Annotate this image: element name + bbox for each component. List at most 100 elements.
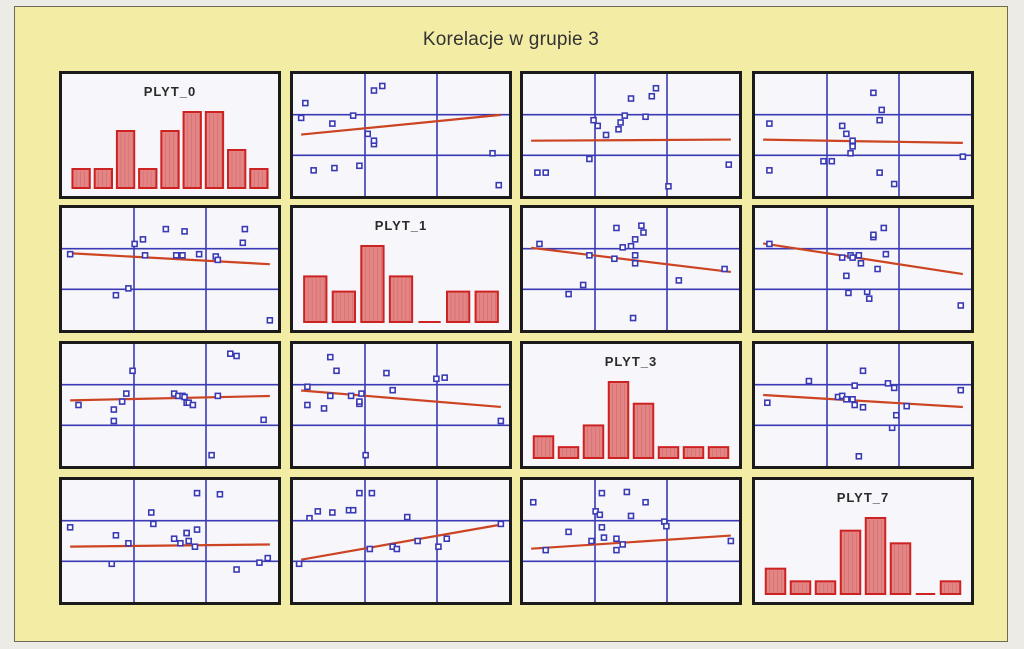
scatter-point [314,508,322,515]
histogram-bar [839,529,862,595]
scatter-panel-1-2 [520,205,742,333]
scatter-point [179,252,186,259]
scatter-point [331,164,338,172]
scatter-point [358,390,365,397]
histogram-panel-plyt-1: PLYT_1 [290,205,512,333]
panel-plot-area [62,480,278,602]
scatter-point [652,84,660,92]
panel-plot-area [293,480,509,602]
histogram-bar [889,542,912,595]
scatter-point [642,498,649,506]
scatter-point [838,122,846,130]
scatter-point [590,116,597,124]
scatter-point [295,560,303,568]
histogram-bar [474,290,499,323]
scatter-point [663,522,670,530]
regression-line [70,394,270,402]
regression-line [301,389,501,409]
scatter-point [320,405,328,412]
scatter-point [764,399,771,407]
scatter-point [150,520,157,528]
scatter-point [110,417,118,425]
scatter-point [859,403,867,411]
scatter-point [123,390,130,397]
scatter-point [181,393,188,401]
histogram-bar [204,111,225,189]
scatter-point [266,317,274,324]
scatter-point [495,181,503,189]
histogram-bar [249,168,269,189]
histogram-bar [707,446,730,460]
scatter-point [843,272,850,280]
scatter-point [356,489,363,497]
histogram-bar [138,168,158,189]
scatter-point [264,554,272,562]
scatter-point [642,113,649,121]
scatter-point [890,180,898,188]
scatter-point [370,137,378,144]
scatter-point [441,374,448,381]
scatter-point [435,543,442,550]
scatter-point [129,367,136,375]
scatter-point [326,392,334,400]
scatter-point [766,167,773,174]
scatter-point [125,539,132,547]
scatter-panel-2-3 [752,341,974,469]
scatter-point [892,411,900,419]
scatter-point [110,406,118,413]
scatter-panel-1-0 [59,205,281,333]
scatter-point [640,229,647,236]
regression-line [762,242,964,276]
scatter-point [497,520,505,528]
panel-plot-area [755,208,971,330]
panel-plot-area [532,381,730,460]
scatter-point [118,398,126,405]
scatter-point [629,314,637,322]
scatter-point [366,545,374,553]
regression-line [531,246,731,274]
scatter-point [631,252,639,259]
scatter-point [957,302,965,309]
scatter-point [586,155,593,163]
scatter-point [594,122,602,130]
scatter-point [857,259,865,267]
chart-title: Korelacje w grupie 3 [422,29,600,50]
scatter-point [598,524,606,531]
scatter-point [370,87,378,94]
histogram-bar [182,111,202,189]
scatter-point [820,157,827,165]
histogram-bar [682,446,705,460]
regression-line [531,534,731,550]
scatter-point [859,367,867,375]
scatter-point [108,560,116,568]
histogram-bar [607,381,630,459]
histogram-bar [71,168,91,189]
panel-plot-area [523,74,739,196]
histogram-bar [93,168,114,189]
histogram-panel-plyt-7: PLYT_7 [752,477,974,605]
scatter-point [191,543,199,550]
scatterplot-matrix-figure: Korelacje w grupie 3 PLYT_0 PLYT_1 PLYT_3 P… [14,6,1008,642]
scatter-point [542,546,550,554]
scatter-point [403,513,411,521]
scatter-point [306,514,313,522]
histogram-bar [360,245,385,323]
panel-plot-area [755,344,971,466]
panel-plot-area [293,344,509,466]
scatter-point [378,82,386,90]
scatter-point [565,290,572,298]
scatter-point [638,222,645,229]
scatter-point [613,224,620,232]
scatter-point [766,120,773,127]
scatter-point [443,535,451,543]
scatter-point [727,537,735,545]
scatter-panel-2-0 [59,341,281,469]
histogram-label: PLYT_1 [374,218,428,233]
histogram-bar [388,275,414,323]
scatter-panel-2-1 [290,341,512,469]
scatter-point [805,377,813,385]
scatter-point [849,137,856,144]
histogram-bar [160,130,180,189]
histogram-panel-plyt-3: PLYT_3 [520,341,742,469]
scatter-point [665,183,672,190]
